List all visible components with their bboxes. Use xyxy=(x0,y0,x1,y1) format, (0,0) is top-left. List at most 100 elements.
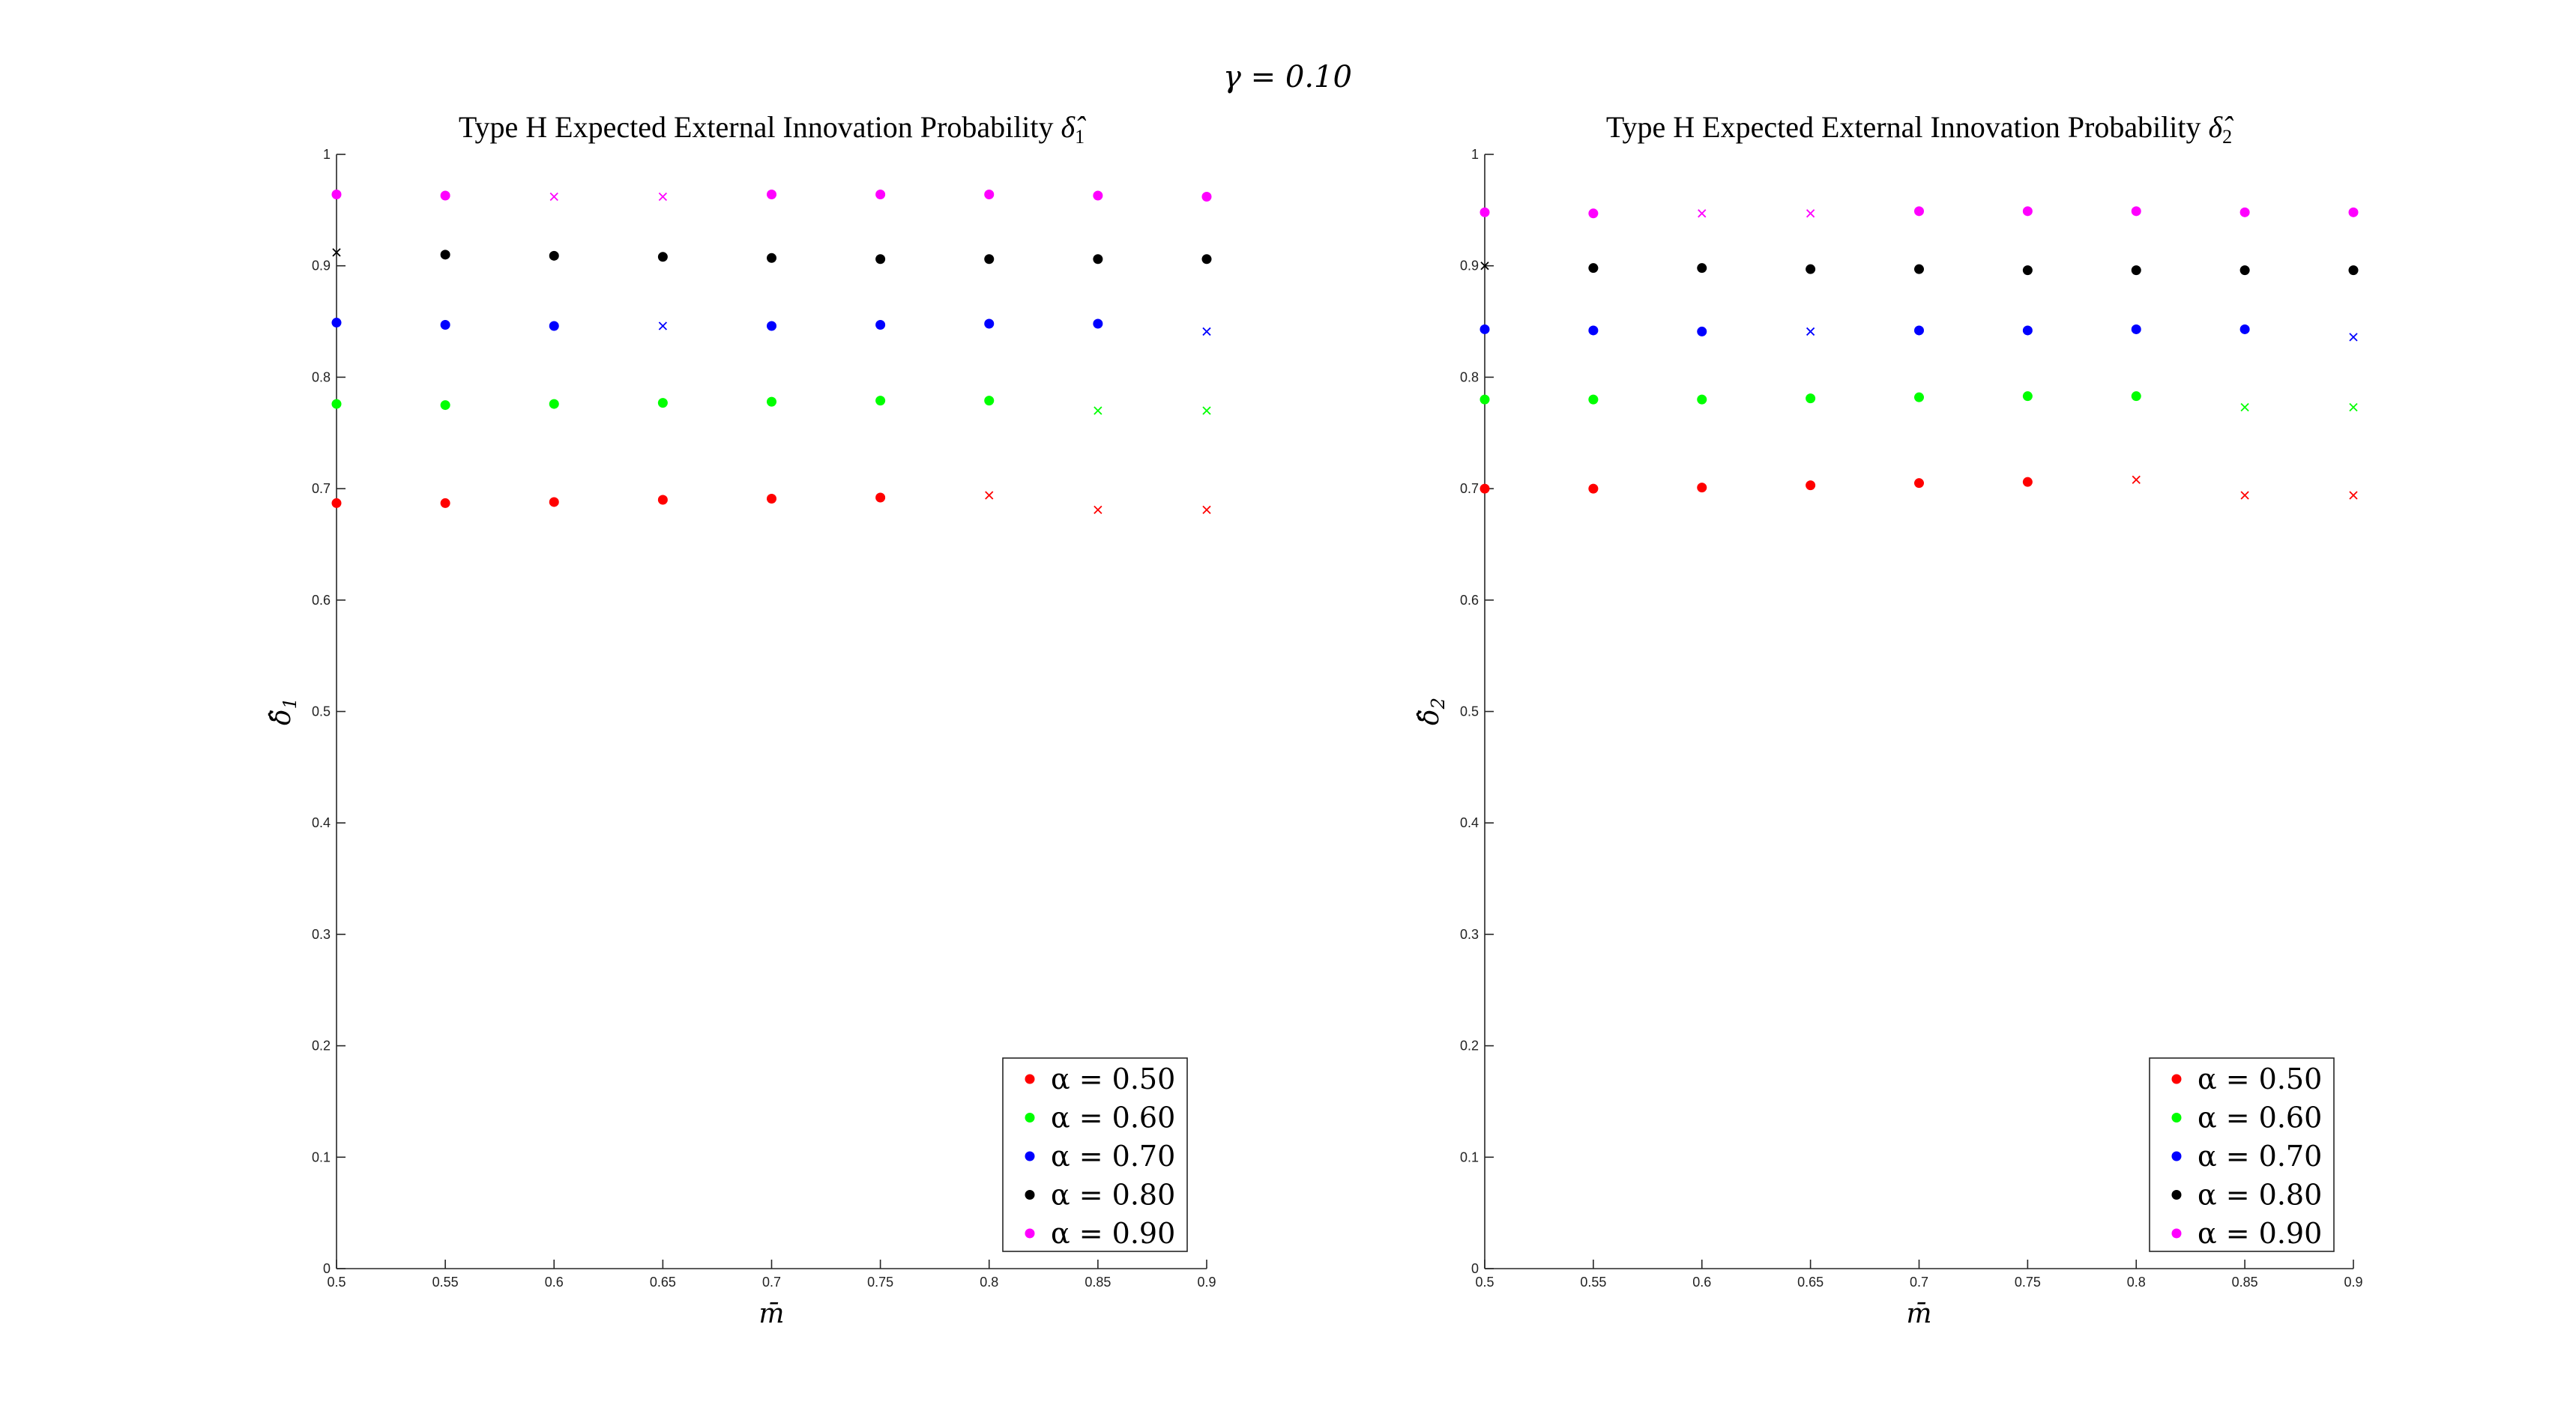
data-point xyxy=(2022,391,2033,402)
chart-panel-2: Type H Expected External Innovation Prob… xyxy=(1414,110,2363,1329)
y-axis-label-subscript: 2 xyxy=(1428,698,1449,710)
data-point xyxy=(331,399,342,409)
y-axis-label-subscript: 1 xyxy=(280,698,301,709)
data-point xyxy=(1697,483,1707,493)
legend-marker xyxy=(1025,1190,1035,1200)
y-axis-label-symbol: δ̂ xyxy=(1414,709,1445,725)
y-tick-label: 0.6 xyxy=(1460,593,1479,608)
data-point xyxy=(984,254,995,265)
y-tick-label: 0.9 xyxy=(1460,259,1479,274)
data-point xyxy=(2239,265,2250,276)
data-point xyxy=(1093,254,1103,265)
y-tick-label: 0 xyxy=(323,1261,331,1276)
y-tick-label: 0.3 xyxy=(312,927,331,942)
x-tick-label: 0.75 xyxy=(2015,1275,2041,1290)
x-tick-label: 0.55 xyxy=(1580,1275,1606,1290)
x-tick-label: 0.75 xyxy=(867,1275,893,1290)
data-point xyxy=(875,492,886,503)
x-tick-label: 0.9 xyxy=(1197,1275,1216,1290)
data-point-x-marker xyxy=(1202,505,1211,514)
data-point xyxy=(549,250,559,261)
data-point xyxy=(2348,265,2359,276)
data-point xyxy=(2348,207,2359,217)
data-point xyxy=(1914,264,1924,274)
data-point xyxy=(1588,394,1599,405)
data-point xyxy=(2239,207,2250,217)
x-tick-label: 0.9 xyxy=(2344,1275,2362,1290)
y-tick-label: 0.8 xyxy=(1460,369,1479,384)
data-point xyxy=(2131,324,2141,334)
y-tick-label: 0.7 xyxy=(1460,481,1479,496)
data-point xyxy=(2131,206,2141,217)
legend-label: α = 0.90 xyxy=(1051,1217,1175,1250)
chart-title-text: Type H Expected External Innovation Prob… xyxy=(1606,110,2209,144)
y-tick-label: 1 xyxy=(1471,147,1479,162)
legend-label: α = 0.60 xyxy=(2198,1102,2322,1134)
data-point xyxy=(440,498,450,508)
data-point xyxy=(331,498,342,508)
data-point xyxy=(1914,325,1924,336)
y-tick-label: 0.2 xyxy=(1460,1039,1479,1054)
y-tick-label: 0.9 xyxy=(312,259,331,274)
data-point-x-marker xyxy=(985,491,994,500)
legend-marker xyxy=(2171,1113,2182,1123)
data-point xyxy=(767,321,776,331)
legend-label: α = 0.90 xyxy=(2198,1217,2322,1250)
data-point xyxy=(767,396,776,407)
legend-marker xyxy=(2171,1074,2182,1084)
data-point xyxy=(440,190,450,201)
legend-marker xyxy=(1025,1113,1035,1123)
data-point-x-marker xyxy=(2349,402,2358,412)
data-point xyxy=(1806,480,1816,491)
data-point xyxy=(657,495,668,505)
y-tick-label: 0.5 xyxy=(312,704,331,719)
chart-title: Type H Expected External Innovation Prob… xyxy=(1606,110,2233,148)
data-point-x-marker xyxy=(658,321,668,330)
chart-title-text: Type H Expected External Innovation Prob… xyxy=(459,110,1061,144)
data-point xyxy=(2022,477,2033,487)
data-point-x-marker xyxy=(658,192,668,202)
y-tick-label: 0.8 xyxy=(312,369,331,384)
data-point xyxy=(875,396,886,406)
legend-label: α = 0.70 xyxy=(1051,1140,1175,1173)
y-tick-label: 1 xyxy=(323,147,331,162)
data-point xyxy=(1697,263,1707,274)
data-point-x-marker xyxy=(2240,402,2249,412)
data-point-x-marker xyxy=(1698,209,1707,218)
y-tick-label: 0 xyxy=(1471,1261,1479,1276)
data-point xyxy=(549,399,559,409)
data-point xyxy=(657,398,668,408)
data-point xyxy=(2131,391,2141,402)
legend-marker xyxy=(1025,1074,1035,1084)
data-point xyxy=(984,190,995,200)
data-point-x-marker xyxy=(332,248,341,257)
x-axis-label: m̄ xyxy=(1906,1299,1931,1329)
legend-marker xyxy=(1025,1228,1035,1239)
y-tick-label: 0.2 xyxy=(312,1039,331,1054)
legend-label: α = 0.50 xyxy=(2198,1063,2322,1096)
y-tick-label: 0.4 xyxy=(1460,815,1479,830)
data-point xyxy=(331,318,342,328)
y-tick-label: 0.4 xyxy=(312,815,331,830)
data-point-x-marker xyxy=(2349,333,2358,342)
y-axis-label: δ̂2 xyxy=(1414,698,1449,725)
data-point xyxy=(2022,206,2033,217)
data-point xyxy=(984,396,995,406)
data-point xyxy=(1093,318,1103,329)
y-axis-label-symbol: δ̂ xyxy=(266,709,297,725)
x-tick-label: 0.65 xyxy=(1797,1275,1824,1290)
data-point xyxy=(875,320,886,330)
data-point xyxy=(657,252,668,262)
legend: α = 0.50 α = 0.60 α = 0.70 α = 0.80 α = 0.90 xyxy=(1002,1057,1188,1252)
data-point-x-marker xyxy=(1094,505,1103,514)
x-tick-label: 0.85 xyxy=(2232,1275,2258,1290)
data-point xyxy=(1697,326,1707,336)
data-point xyxy=(1914,206,1924,217)
data-point xyxy=(2022,265,2033,276)
legend-label: α = 0.50 xyxy=(1051,1063,1175,1096)
data-point xyxy=(1588,263,1599,274)
data-point xyxy=(1201,192,1212,202)
data-point xyxy=(1479,207,1490,217)
data-point xyxy=(440,250,450,260)
